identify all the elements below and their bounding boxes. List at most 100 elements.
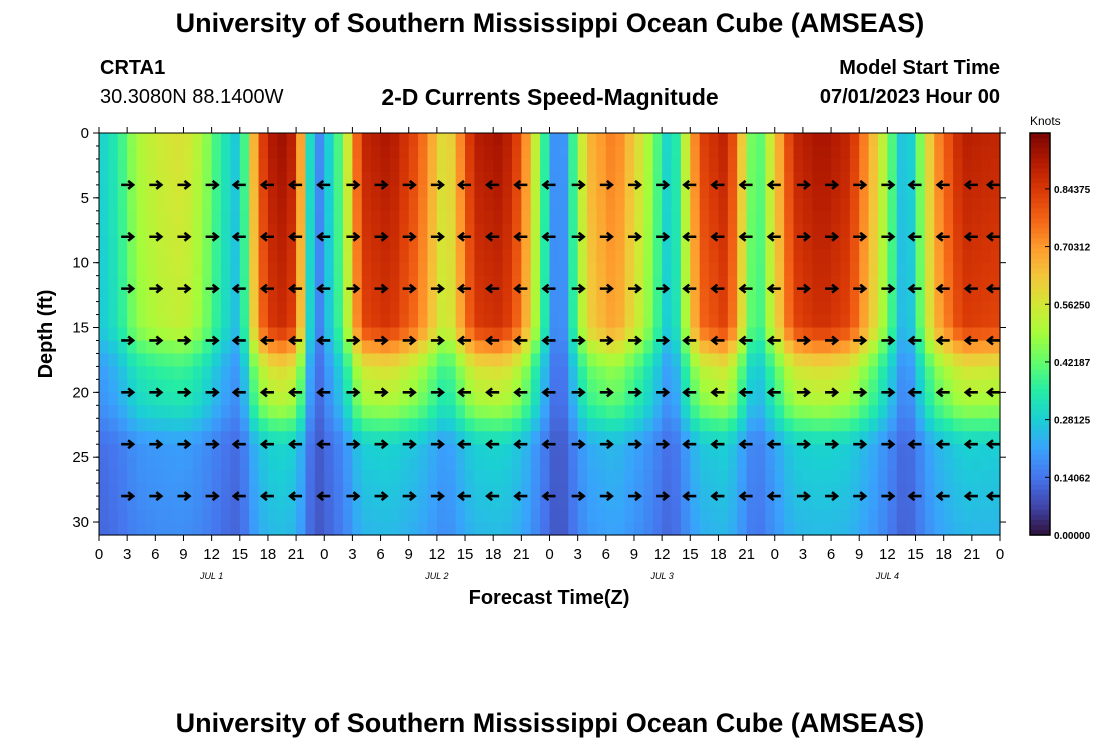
colorbar-step (1030, 218, 1050, 225)
heatmap-cell (352, 275, 363, 290)
heatmap-cell (943, 496, 954, 510)
heatmap-cell (746, 197, 757, 212)
heatmap-cell (249, 236, 260, 251)
heatmap-cell (455, 249, 466, 264)
current-arrow (627, 283, 643, 294)
heatmap-cell (530, 327, 541, 342)
current-arrow (935, 179, 950, 190)
heatmap-cell (136, 444, 147, 458)
heatmap-cell (389, 171, 400, 186)
colorbar-step (1030, 248, 1050, 255)
heatmap-cell (427, 314, 438, 329)
heatmap-cell (239, 340, 250, 355)
heatmap-cell (605, 197, 616, 212)
heatmap-cell (371, 457, 382, 471)
heatmap-cell (877, 236, 888, 251)
heatmap-cell (117, 171, 128, 186)
heatmap-cell (755, 470, 766, 484)
heatmap-cell (324, 522, 335, 536)
heatmap-cell (389, 262, 400, 277)
current-arrow (316, 179, 331, 190)
heatmap-cell (737, 275, 748, 290)
x-tick-label: 21 (964, 546, 981, 563)
colorbar-step (1030, 349, 1050, 355)
current-arrow (485, 387, 500, 398)
heatmap-cell (221, 249, 231, 264)
heatmap-cell (436, 236, 447, 251)
heatmap-cell (737, 301, 748, 316)
heatmap-cell (324, 288, 335, 303)
heatmap-cell (314, 314, 325, 329)
colorbar-step (1030, 233, 1050, 240)
current-arrow (402, 439, 417, 450)
heatmap-cell (877, 509, 888, 523)
current-arrow (259, 335, 274, 346)
heatmap-cell (962, 288, 973, 303)
heatmap-cell (831, 522, 842, 536)
heatmap-cell (849, 496, 860, 510)
heatmap-cell (155, 392, 166, 406)
heatmap-cell (671, 288, 682, 303)
heatmap-cell (183, 210, 194, 225)
heatmap-cell (549, 301, 560, 316)
heatmap-cell (108, 483, 119, 497)
colorbar-title: Knots (1030, 114, 1061, 128)
heatmap-cell (117, 210, 128, 225)
heatmap-cell (99, 431, 109, 445)
heatmap-cell (277, 288, 288, 303)
heatmap-cell (249, 275, 260, 290)
heatmap-cell (840, 444, 851, 458)
heatmap-cell (915, 379, 926, 393)
heatmap-cell (737, 392, 748, 406)
heatmap-cell (267, 509, 278, 523)
heatmap-cell (718, 210, 729, 225)
heatmap-cell (371, 483, 382, 497)
heatmap-cell (117, 522, 128, 536)
y-tick-label: 5 (81, 190, 89, 207)
heatmap-cell (380, 457, 391, 471)
heatmap-cell (296, 483, 307, 497)
heatmap-cell (953, 483, 964, 497)
heatmap-cell (192, 262, 203, 277)
heatmap-cell (352, 340, 363, 355)
heatmap-cell (511, 509, 522, 523)
heatmap-cell (605, 171, 616, 186)
heatmap-cell (174, 418, 185, 432)
heatmap-cell (117, 496, 128, 510)
heatmap-cell (296, 418, 307, 432)
heatmap-cell (267, 301, 278, 316)
heatmap-cell (896, 197, 907, 212)
heatmap-cell (558, 288, 569, 303)
heatmap-cell (784, 171, 795, 186)
heatmap-cell (821, 366, 832, 380)
heatmap-cell (755, 301, 766, 316)
colorbar-step (1030, 489, 1050, 496)
heatmap-cell (765, 210, 776, 225)
heatmap-cell (399, 262, 410, 277)
heatmap-cell (605, 418, 616, 432)
heatmap-cell (662, 509, 673, 523)
x-tick-label: 9 (179, 546, 187, 563)
heatmap-cell (399, 366, 410, 380)
heatmap-cell (906, 457, 917, 471)
current-arrow (571, 283, 586, 294)
heatmap-cell (784, 444, 795, 458)
heatmap-cell (568, 470, 579, 484)
heatmap-cell (418, 405, 429, 419)
heatmap-cell (652, 249, 663, 264)
heatmap-cell (202, 145, 213, 160)
heatmap-cell (549, 236, 560, 251)
heatmap-cell (915, 327, 926, 342)
heatmap-cell (915, 457, 926, 471)
heatmap-cell (286, 392, 297, 406)
heatmap-cell (652, 275, 663, 290)
heatmap-cell (343, 340, 354, 355)
heatmap-cell (671, 418, 682, 432)
heatmap-cell (249, 509, 260, 523)
heatmap-cell (849, 288, 860, 303)
current-arrow (346, 283, 361, 294)
heatmap-cell (192, 392, 203, 406)
x-tick-label: 12 (879, 546, 896, 563)
heatmap-cell (343, 158, 354, 173)
heatmap-cell (962, 444, 973, 458)
